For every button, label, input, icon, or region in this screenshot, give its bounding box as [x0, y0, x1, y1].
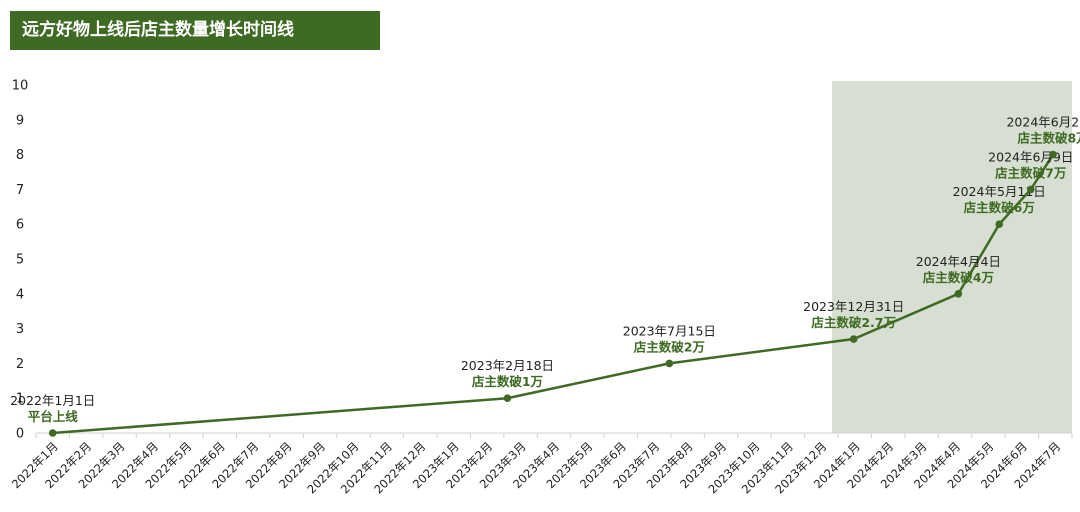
y-tick-label: 0 [16, 427, 24, 442]
chart-title: 远方好物上线后店主数量增长时间线 [10, 11, 380, 50]
y-tick-label: 4 [16, 287, 24, 302]
data-point [503, 394, 512, 403]
annotation-event: 店主数破1万 [472, 374, 543, 389]
highlight-band [832, 81, 1072, 433]
annotation-event: 店主数破2万 [634, 339, 705, 354]
y-tick-label: 8 [16, 148, 24, 163]
annotation-event: 店主数破2.7万 [811, 315, 896, 330]
annotation-event: 店主数破4万 [923, 270, 994, 285]
annotation-date: 2024年6月29日 [1006, 115, 1080, 130]
data-point [1049, 150, 1057, 159]
y-tick-label: 10 [12, 79, 29, 94]
y-tick-label: 5 [16, 253, 24, 268]
y-tick-label: 9 [16, 113, 24, 128]
data-point [995, 220, 1004, 228]
y-tick-label: 3 [16, 322, 24, 337]
annotation-date: 2024年4月4日 [916, 254, 1001, 269]
y-tick-label: 6 [16, 218, 24, 233]
annotation-event: 店主数破8万 [1017, 131, 1080, 146]
annotation-date: 2024年5月11日 [953, 184, 1046, 199]
y-tick-label: 1 [16, 392, 24, 407]
annotation-date: 2023年2月18日 [461, 358, 554, 373]
annotation-date: 2024年6月9日 [988, 149, 1073, 164]
annotation-date: 2022年1月1日 [10, 393, 95, 408]
annotation-event: 店主数破7万 [995, 165, 1066, 180]
data-point [48, 429, 57, 437]
annotation-date: 2023年12月31日 [803, 299, 904, 314]
data-point [1026, 185, 1035, 194]
y-tick-label: 7 [16, 183, 24, 198]
series-line [52, 153, 1055, 435]
annotation-event: 平台上线 [28, 409, 79, 424]
annotation-date: 2023年7月15日 [623, 323, 716, 338]
annotation-event: 店主数破6万 [964, 200, 1035, 215]
y-tick-label: 2 [16, 357, 24, 372]
data-point [849, 335, 858, 343]
data-point [954, 290, 963, 298]
data-point [665, 359, 674, 368]
